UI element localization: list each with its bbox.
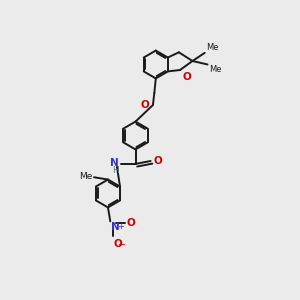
Text: O: O — [153, 156, 162, 166]
Text: N: N — [111, 222, 120, 232]
Text: O: O — [114, 239, 122, 249]
Text: H: H — [112, 166, 119, 175]
Text: −: − — [118, 240, 127, 250]
Text: O: O — [182, 72, 191, 82]
Text: Me: Me — [79, 172, 92, 181]
Text: N: N — [110, 158, 119, 168]
Text: +: + — [117, 222, 124, 231]
Text: Me: Me — [206, 43, 218, 52]
Text: Me: Me — [209, 65, 221, 74]
Text: O: O — [127, 218, 136, 228]
Text: O: O — [140, 100, 149, 110]
